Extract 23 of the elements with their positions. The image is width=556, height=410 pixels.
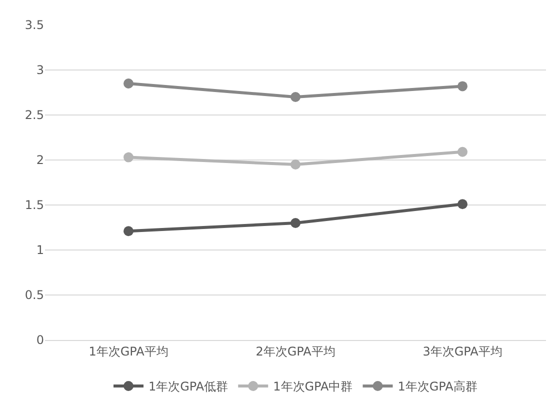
point xyxy=(290,218,300,228)
point xyxy=(458,81,468,92)
y-tick-label: 2 xyxy=(36,153,44,168)
y-tick-label: 3.5 xyxy=(24,18,44,32)
y-tick-label: 0 xyxy=(36,333,44,348)
y-tick-label: 3 xyxy=(36,63,44,78)
x-tick-label: 2年次GPA平均 xyxy=(256,344,336,358)
y-tick-label: 0.5 xyxy=(24,288,44,302)
x-tick-label: 1年次GPA平均 xyxy=(88,344,168,358)
y-tick-label: 1.5 xyxy=(24,198,44,212)
y-tick-label: 1 xyxy=(36,243,44,258)
point xyxy=(290,92,300,102)
point xyxy=(290,160,300,170)
y-tick-label: 2.5 xyxy=(24,108,44,122)
point xyxy=(124,152,134,162)
point xyxy=(124,78,134,88)
point xyxy=(124,226,134,236)
legend-label: 1年次GPA高群 xyxy=(398,380,478,394)
x-tick-label: 3年次GPA平均 xyxy=(422,344,502,358)
legend-label: 1年次GPA低群 xyxy=(148,380,228,394)
legend-label: 1年次GPA中群 xyxy=(273,380,353,394)
point xyxy=(458,146,468,157)
point xyxy=(458,199,468,210)
